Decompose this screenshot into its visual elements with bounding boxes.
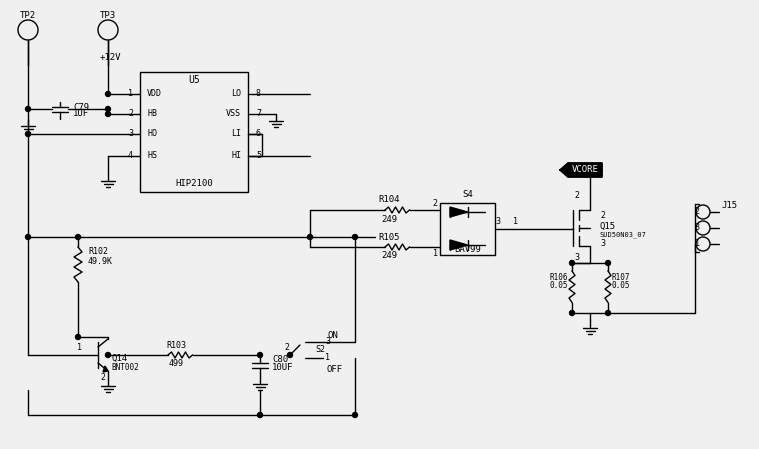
Text: R107: R107 <box>612 273 631 282</box>
Circle shape <box>106 352 111 357</box>
Text: SUD50N03_07: SUD50N03_07 <box>600 232 647 238</box>
Text: 4: 4 <box>128 151 133 160</box>
Text: R105: R105 <box>378 233 400 242</box>
Text: 3: 3 <box>496 217 500 226</box>
Text: 0.05: 0.05 <box>612 281 631 290</box>
Text: VCORE: VCORE <box>572 166 598 175</box>
Circle shape <box>307 234 313 239</box>
Text: HB: HB <box>147 110 157 119</box>
Circle shape <box>288 352 292 357</box>
Circle shape <box>26 132 30 136</box>
Text: 3: 3 <box>128 129 133 138</box>
Text: C80: C80 <box>272 356 288 365</box>
Text: S4: S4 <box>462 190 473 199</box>
Text: 1: 1 <box>512 217 518 226</box>
Text: 2: 2 <box>433 199 437 208</box>
Text: BNT002: BNT002 <box>111 362 139 371</box>
Text: TP2: TP2 <box>20 10 36 19</box>
Text: 1: 1 <box>325 353 330 362</box>
Text: 2: 2 <box>575 192 580 201</box>
Circle shape <box>606 311 610 316</box>
Text: 5: 5 <box>256 151 261 160</box>
Circle shape <box>106 106 111 111</box>
Text: 7: 7 <box>256 110 261 119</box>
Text: 1: 1 <box>433 250 437 259</box>
Text: 249: 249 <box>381 251 397 260</box>
Text: 1UF: 1UF <box>73 109 89 118</box>
Text: 2: 2 <box>285 343 289 352</box>
Circle shape <box>587 167 593 172</box>
Polygon shape <box>560 163 602 177</box>
Circle shape <box>26 106 30 111</box>
Text: R106: R106 <box>550 273 568 282</box>
Polygon shape <box>450 207 468 217</box>
Text: C79: C79 <box>73 102 89 111</box>
Text: HIP2100: HIP2100 <box>175 180 213 189</box>
Text: 499: 499 <box>168 360 184 369</box>
Text: TP3: TP3 <box>100 10 116 19</box>
Text: Q15: Q15 <box>600 221 616 230</box>
Text: HO: HO <box>147 129 157 138</box>
Text: HI: HI <box>231 151 241 160</box>
Circle shape <box>352 413 357 418</box>
Text: 3: 3 <box>575 254 580 263</box>
Circle shape <box>106 92 111 97</box>
Text: R104: R104 <box>378 195 400 204</box>
Text: 249: 249 <box>381 215 397 224</box>
Circle shape <box>75 335 80 339</box>
Text: U5: U5 <box>188 75 200 85</box>
Text: Q14: Q14 <box>111 353 127 362</box>
Circle shape <box>606 260 610 265</box>
Text: +12V: +12V <box>99 53 121 62</box>
Circle shape <box>75 234 80 239</box>
Text: 2: 2 <box>694 207 700 216</box>
Text: 2: 2 <box>600 211 605 220</box>
Circle shape <box>257 413 263 418</box>
Text: 2: 2 <box>100 373 106 382</box>
Circle shape <box>106 111 111 116</box>
Text: J15: J15 <box>721 202 737 211</box>
Text: 6: 6 <box>256 129 261 138</box>
Text: 3: 3 <box>694 224 700 233</box>
Text: R102: R102 <box>88 247 108 256</box>
Circle shape <box>569 311 575 316</box>
Text: LO: LO <box>231 89 241 98</box>
Bar <box>440 202 495 255</box>
Polygon shape <box>103 366 108 372</box>
Text: BAV99: BAV99 <box>454 245 481 254</box>
Text: R103: R103 <box>166 342 186 351</box>
Circle shape <box>569 260 575 265</box>
Circle shape <box>257 352 263 357</box>
Text: VDD: VDD <box>147 89 162 98</box>
Bar <box>140 72 248 192</box>
Text: 1: 1 <box>694 239 700 248</box>
Text: HS: HS <box>147 151 157 160</box>
Text: 2: 2 <box>128 110 133 119</box>
Text: 8: 8 <box>256 89 261 98</box>
Text: 3: 3 <box>325 338 330 347</box>
Text: 10UF: 10UF <box>272 364 294 373</box>
Text: 0.05: 0.05 <box>550 281 568 290</box>
Text: ON: ON <box>327 330 338 339</box>
Circle shape <box>26 234 30 239</box>
Text: VSS: VSS <box>226 110 241 119</box>
Text: 1: 1 <box>77 343 83 352</box>
Text: 49.9K: 49.9K <box>88 256 113 265</box>
Text: 1: 1 <box>128 89 133 98</box>
Circle shape <box>352 234 357 239</box>
Text: 3: 3 <box>600 239 605 248</box>
Text: S2: S2 <box>315 345 325 355</box>
Polygon shape <box>450 240 468 250</box>
Text: LI: LI <box>231 129 241 138</box>
Text: OFF: OFF <box>327 365 343 374</box>
